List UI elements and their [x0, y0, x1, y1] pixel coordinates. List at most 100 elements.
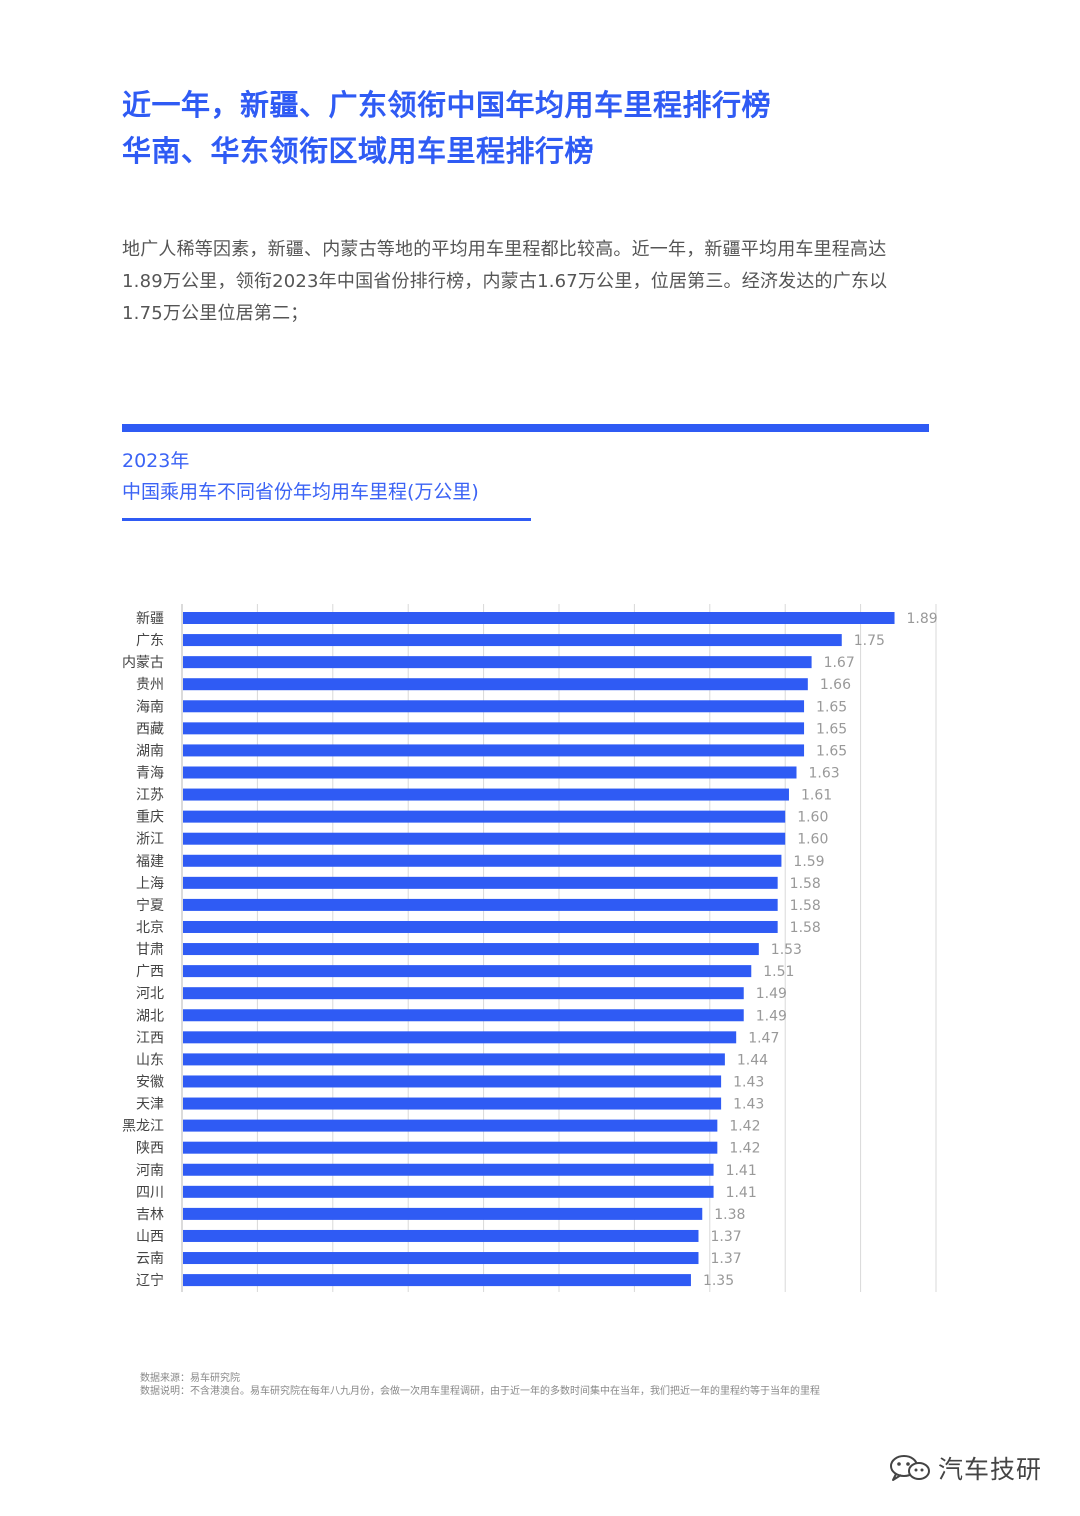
- category-label: 海南: [136, 699, 164, 715]
- category-label: 广东: [136, 633, 164, 649]
- value-label: 1.35: [703, 1273, 734, 1289]
- value-label: 1.38: [714, 1207, 745, 1223]
- category-label: 云南: [136, 1251, 164, 1267]
- chart-title: 中国乘用车不同省份年均用车里程(万公里): [122, 481, 479, 503]
- value-label: 1.65: [816, 699, 847, 715]
- bar: [183, 1031, 737, 1044]
- bar: [183, 678, 808, 691]
- category-label: 江苏: [136, 788, 164, 804]
- value-label: 1.66: [820, 677, 851, 693]
- value-label: 1.51: [763, 964, 794, 980]
- value-label: 1.42: [729, 1141, 760, 1157]
- value-label: 1.63: [809, 765, 840, 781]
- category-label: 黑龙江: [122, 1119, 164, 1135]
- value-label: 1.37: [710, 1229, 741, 1245]
- value-label: 1.43: [733, 1074, 764, 1090]
- chart-year: 2023年: [122, 450, 190, 472]
- watermark: 汽车技研: [888, 1450, 1042, 1486]
- category-label: 陕西: [136, 1141, 164, 1157]
- bar: [183, 832, 786, 845]
- value-label: 1.47: [748, 1030, 779, 1046]
- bar: [183, 1053, 725, 1066]
- value-label: 1.60: [797, 810, 828, 826]
- data-explanation-note: 数据说明：不含港澳台。易车研究院在每年八九月份，会做一次用车里程调研，由于近一年…: [140, 1386, 820, 1397]
- value-label: 1.41: [726, 1163, 757, 1179]
- bar: [183, 810, 786, 823]
- bar: [183, 656, 812, 669]
- category-label: 河南: [136, 1163, 164, 1179]
- data-source-note: 数据来源：易车研究院: [140, 1373, 240, 1384]
- value-label: 1.49: [756, 986, 787, 1002]
- bar: [183, 987, 744, 1000]
- bar: [183, 1185, 714, 1198]
- bar: [183, 1252, 699, 1265]
- category-label: 江西: [136, 1030, 164, 1046]
- value-label: 1.44: [737, 1052, 768, 1068]
- category-label: 辽宁: [136, 1272, 164, 1289]
- value-label: 1.65: [816, 743, 847, 759]
- bar: [183, 1009, 744, 1022]
- category-label: 重庆: [136, 810, 164, 826]
- watermark-text: 汽车技研: [938, 1455, 1043, 1484]
- value-label: 1.65: [816, 721, 847, 737]
- headline-line-2: 华南、华东领衔区域用车里程排行榜: [122, 134, 595, 168]
- category-label: 山东: [136, 1052, 164, 1068]
- category-label: 湖北: [136, 1008, 164, 1024]
- value-label: 1.58: [790, 920, 821, 936]
- bar: [183, 634, 842, 647]
- category-label: 宁夏: [136, 897, 164, 914]
- bar: [183, 876, 778, 889]
- bar: [183, 1119, 718, 1132]
- bar: [183, 920, 778, 933]
- category-label: 四川: [136, 1185, 164, 1201]
- value-label: 1.53: [771, 942, 802, 958]
- bar: [183, 722, 805, 735]
- bar: [183, 898, 778, 911]
- bar: [183, 700, 805, 713]
- wechat-icon: [890, 1455, 930, 1481]
- value-label: 1.41: [726, 1185, 757, 1201]
- intro-line-1: 地广人稀等因素，新疆、内蒙古等地的平均用车里程都比较高。近一年，新疆平均用车里程…: [122, 239, 887, 260]
- category-label: 甘肃: [136, 942, 164, 958]
- bar: [183, 612, 895, 624]
- bar: [183, 1274, 691, 1287]
- category-label: 北京: [136, 920, 164, 936]
- category-label: 福建: [136, 854, 164, 870]
- category-label: 内蒙古: [122, 655, 164, 671]
- intro-line-2: 1.89万公里，领衔2023年中国省份排行榜，内蒙古1.67万公里，位居第三。经…: [122, 271, 888, 292]
- category-label: 上海: [136, 876, 164, 892]
- bar: [183, 1097, 722, 1110]
- bar: [183, 1207, 703, 1220]
- bar: [183, 1229, 699, 1242]
- bar: [183, 766, 797, 779]
- bar: [183, 854, 782, 867]
- category-label: 贵州: [136, 677, 164, 693]
- category-label: 新疆: [136, 611, 164, 627]
- value-label: 1.37: [710, 1251, 741, 1267]
- category-label: 安徽: [136, 1074, 164, 1090]
- value-label: 1.75: [854, 633, 885, 649]
- value-label: 1.42: [729, 1119, 760, 1135]
- category-label: 吉林: [136, 1207, 164, 1223]
- value-label: 1.43: [733, 1097, 764, 1113]
- category-label: 青海: [136, 765, 164, 781]
- value-label: 1.60: [797, 832, 828, 848]
- intro-paragraph: 地广人稀等因素，新疆、内蒙古等地的平均用车里程都比较高。近一年，新疆平均用车里程…: [122, 234, 934, 330]
- category-label: 湖南: [136, 743, 164, 759]
- bar: [183, 1075, 722, 1088]
- category-label: 山西: [136, 1229, 164, 1245]
- bar: [183, 965, 752, 978]
- value-label: 1.59: [793, 854, 824, 870]
- value-label: 1.89: [907, 611, 938, 627]
- category-label: 河北: [136, 986, 164, 1002]
- bar: [183, 744, 805, 757]
- category-label: 天津: [136, 1097, 164, 1113]
- category-label: 浙江: [136, 832, 164, 848]
- bar: [183, 788, 789, 801]
- bar: [183, 1163, 714, 1176]
- bar: [183, 943, 759, 956]
- value-label: 1.58: [790, 876, 821, 892]
- category-label: 西藏: [136, 721, 164, 737]
- intro-line-3: 1.75万公里位居第二；: [122, 303, 309, 324]
